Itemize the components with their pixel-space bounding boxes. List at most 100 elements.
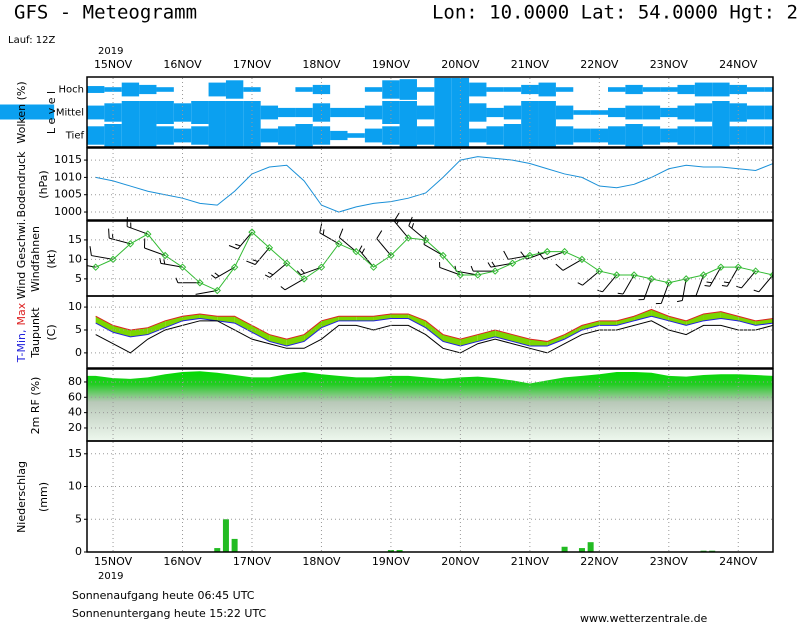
cloud-cover xyxy=(608,107,626,118)
wind-marker xyxy=(335,240,343,248)
temp-range xyxy=(234,316,252,333)
wind-marker xyxy=(508,259,517,267)
wind-barb xyxy=(228,231,253,250)
cloud-cover xyxy=(538,101,556,124)
date-label-top: 24NOV xyxy=(719,58,758,71)
y-tick-label: 1015 xyxy=(54,153,82,166)
wind-marker xyxy=(751,267,760,275)
wind-marker xyxy=(578,255,586,264)
y-tick-label: 60 xyxy=(68,390,82,403)
wind-barb xyxy=(358,245,374,268)
cloud-cover xyxy=(243,101,261,124)
plot-area xyxy=(87,78,773,552)
axis-label: (C) xyxy=(45,324,58,340)
wind-line xyxy=(95,231,773,292)
cloud-cover xyxy=(521,84,539,95)
wind-barb xyxy=(108,228,131,245)
cloud-cover xyxy=(225,80,244,99)
panel-frame xyxy=(86,440,774,553)
wind-marker xyxy=(283,259,291,267)
level-label: Tief xyxy=(65,131,85,142)
temp-range xyxy=(251,325,270,342)
cloud-cover xyxy=(469,103,487,122)
axis-label: Wind Geschwi. xyxy=(15,219,28,300)
date-label-top: 17NOV xyxy=(233,58,272,71)
precip-bar xyxy=(396,550,403,552)
cloud-cover xyxy=(486,126,504,145)
y-tick-label: 40 xyxy=(68,406,82,419)
cloud-cover xyxy=(451,124,470,147)
cloud-cover xyxy=(746,105,765,120)
wind-marker xyxy=(300,275,308,283)
panel-frame xyxy=(86,147,774,221)
wind-barb xyxy=(753,274,773,293)
precip-bar xyxy=(387,550,394,552)
cloud-cover xyxy=(173,103,192,122)
date-label-bottom: 21NOV xyxy=(511,555,550,568)
temp-range xyxy=(581,320,600,330)
temp-range xyxy=(286,334,305,347)
date-label-bottom: 18NOV xyxy=(302,555,341,568)
cloud-cover xyxy=(416,105,435,120)
cloud-cover xyxy=(208,82,226,97)
axis-label: Bodendruck xyxy=(15,151,28,218)
cloud-cover xyxy=(243,124,261,147)
cloud-cover xyxy=(104,103,122,122)
temp-range xyxy=(720,311,739,321)
source: www.wetterzentrale.de xyxy=(580,612,708,625)
cloud-cover xyxy=(764,105,773,120)
cloud-cover xyxy=(156,126,174,145)
cloud-cover xyxy=(694,126,713,145)
wind-barb xyxy=(503,250,530,260)
wind-marker xyxy=(682,275,690,283)
cloud-cover xyxy=(660,107,678,118)
cloud-cover xyxy=(347,133,365,138)
wind-marker xyxy=(369,263,378,271)
cloud-cover xyxy=(208,101,226,124)
cloud-cover xyxy=(625,105,643,120)
wind-marker xyxy=(474,271,482,279)
cloud-cover xyxy=(330,107,348,118)
y-tick-label: 80 xyxy=(68,375,82,388)
label-bg xyxy=(0,104,55,120)
temp-range xyxy=(512,334,530,347)
cloud-cover xyxy=(260,105,279,120)
wind-barb xyxy=(376,230,392,256)
cloud-cover xyxy=(608,126,626,145)
cloud-cover xyxy=(642,87,661,92)
cloud-cover xyxy=(469,82,487,97)
temp-range xyxy=(495,329,513,342)
wind-barb xyxy=(211,266,235,279)
temp-range xyxy=(686,313,704,326)
date-label-top: 20NOV xyxy=(441,58,480,71)
wind-marker xyxy=(144,230,152,238)
wind-marker xyxy=(769,271,773,279)
date-label-top: 18NOV xyxy=(302,58,341,71)
temp-range xyxy=(599,320,617,326)
wind-marker xyxy=(196,279,204,287)
cloud-cover xyxy=(573,110,591,115)
cloud-cover xyxy=(729,103,747,122)
wind-barb xyxy=(296,266,322,276)
temp-range xyxy=(425,320,444,342)
cloud-cover xyxy=(712,124,730,147)
axis-label: (kt) xyxy=(45,249,58,268)
wind-barb xyxy=(439,262,461,276)
temp-range xyxy=(443,334,461,347)
legend-entry: Max xyxy=(15,302,28,325)
precip-bar xyxy=(578,548,585,552)
y-tick-label: 5 xyxy=(75,512,82,525)
cloud-cover xyxy=(225,124,244,147)
cloud-cover xyxy=(139,84,157,95)
wind-barb xyxy=(487,261,513,268)
wind-barb xyxy=(577,270,600,286)
wind-barb xyxy=(126,217,148,235)
cloud-cover xyxy=(625,124,643,147)
temp-line xyxy=(95,315,773,347)
temp-range xyxy=(651,309,669,321)
y-tick-label: 15 xyxy=(68,447,82,460)
axis-label: (mm) xyxy=(37,482,50,512)
wind-barb xyxy=(280,278,305,291)
wind-marker xyxy=(717,263,725,271)
sunrise: Sonnenaufgang heute 06:45 UTC xyxy=(72,589,255,602)
